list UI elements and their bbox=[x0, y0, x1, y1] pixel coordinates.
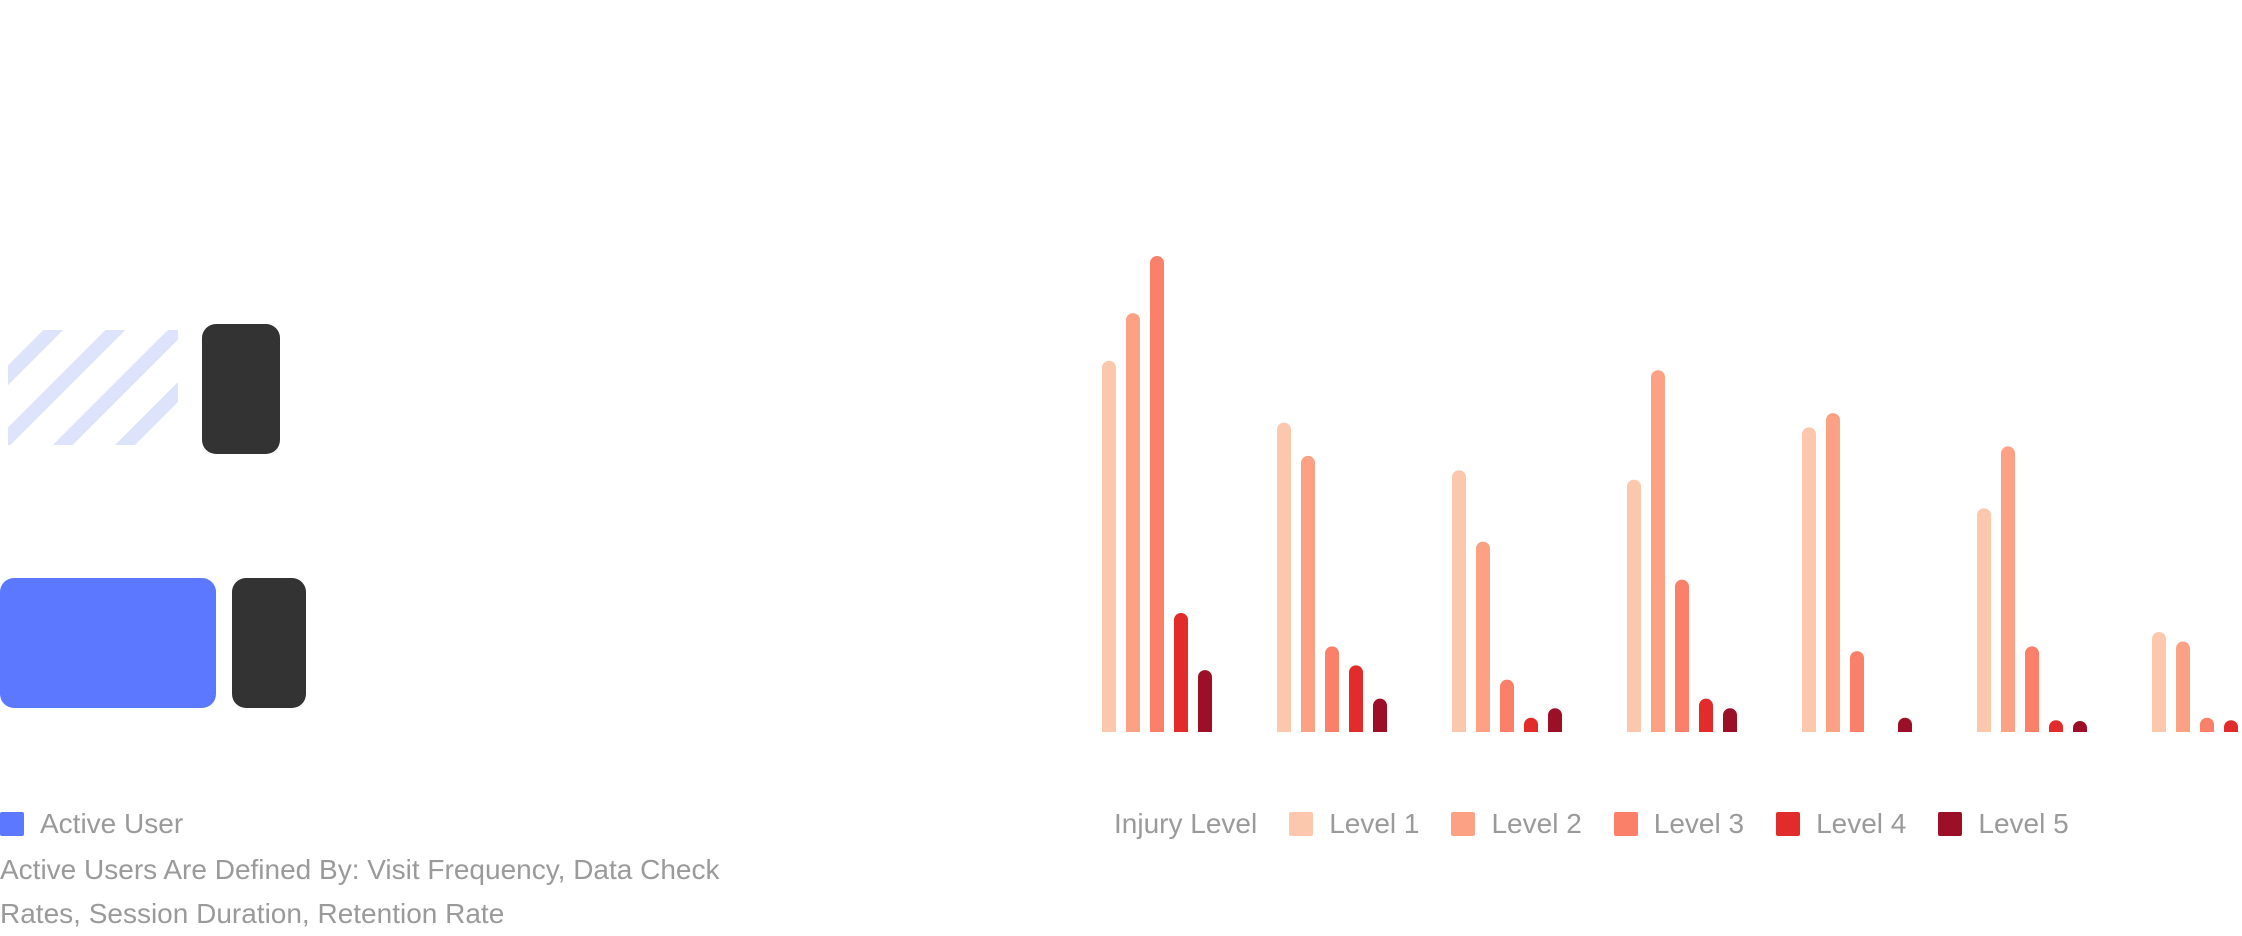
injury-bar-group-5-level-2 bbox=[1826, 413, 1840, 732]
injury-bar-group-7-level-3 bbox=[2200, 717, 2214, 732]
legend-swatch-level-2 bbox=[1451, 812, 1476, 836]
legend-item-level-2: Level 2 bbox=[1451, 808, 1582, 840]
legend-label-level-3: Level 3 bbox=[1653, 808, 1745, 839]
legend-item-level-5: Level 5 bbox=[1938, 808, 2069, 840]
injury-bar-group-7-level-4 bbox=[2224, 720, 2238, 732]
injury-bar-group-1-level-1 bbox=[1102, 360, 1116, 732]
legend-item-level-1: Level 1 bbox=[1289, 808, 1419, 840]
injury-bar-group-3-level-1 bbox=[1452, 470, 1466, 732]
injury-bar-group-5-level-3 bbox=[1850, 651, 1864, 732]
legend-swatch-level-3 bbox=[1613, 812, 1638, 836]
injury-bar-group-4-level-2 bbox=[1651, 370, 1665, 732]
injury-bar-group-6-level-1 bbox=[1977, 508, 1991, 732]
active-user-bar-1 bbox=[8, 330, 178, 445]
injury-bar-group-4-level-5 bbox=[1723, 708, 1737, 732]
injury-level-legend-title: Injury Level bbox=[1114, 808, 1258, 839]
injury-bar-group-2-level-5 bbox=[1373, 698, 1387, 732]
injury-bar-group-4-level-1 bbox=[1627, 479, 1641, 732]
injury-bar-group-1-level-3 bbox=[1150, 256, 1164, 732]
injury-bar-group-6-level-5 bbox=[2073, 721, 2087, 732]
injury-bar-group-4-level-4 bbox=[1699, 698, 1713, 732]
injury-level-bar-chart bbox=[1102, 256, 2238, 732]
injury-bar-group-7-level-1 bbox=[2152, 632, 2166, 732]
injury-bar-group-3-level-2 bbox=[1476, 541, 1490, 732]
injury-bar-group-2-level-3 bbox=[1325, 646, 1339, 732]
active-user-bar-chart bbox=[0, 324, 306, 708]
injury-bar-group-7-level-2 bbox=[2176, 641, 2190, 732]
active-user-value-tag-2 bbox=[232, 578, 306, 708]
legend-swatch-level-1 bbox=[1289, 812, 1314, 836]
legend-label-level-1: Level 1 bbox=[1329, 808, 1420, 839]
active-user-legend-label: Active User bbox=[40, 808, 184, 839]
injury-bar-group-1-level-5 bbox=[1198, 670, 1212, 732]
injury-bar-group-2-level-1 bbox=[1277, 422, 1291, 732]
injury-bar-group-6-level-2 bbox=[2001, 446, 2015, 732]
active-user-legend: Active User bbox=[0, 808, 183, 840]
injury-bar-group-1-level-4 bbox=[1174, 613, 1188, 732]
active-user-bar-2 bbox=[0, 578, 216, 708]
injury-bar-group-6-level-3 bbox=[2025, 646, 2039, 732]
active-user-legend-swatch bbox=[0, 812, 24, 836]
injury-bar-group-3-level-3 bbox=[1500, 679, 1514, 732]
injury-level-legend: Injury Level Level 1 Level 2 Level 3 Lev… bbox=[1114, 808, 2101, 840]
injury-bar-group-3-level-4 bbox=[1524, 717, 1538, 732]
legend-label-level-2: Level 2 bbox=[1491, 808, 1582, 839]
legend-item-level-3: Level 3 bbox=[1613, 808, 1745, 840]
legend-label-level-4: Level 4 bbox=[1816, 808, 1907, 839]
injury-bar-group-2-level-2 bbox=[1301, 455, 1315, 732]
injury-bar-group-6-level-4 bbox=[2049, 720, 2063, 732]
injury-bar-group-2-level-4 bbox=[1349, 665, 1363, 732]
legend-swatch-level-5 bbox=[1938, 812, 1963, 836]
injury-bar-group-5-level-5 bbox=[1898, 717, 1912, 732]
injury-bar-group-1-level-2 bbox=[1126, 313, 1140, 732]
active-user-value-tag-1 bbox=[202, 324, 280, 454]
injury-bar-group-5-level-1 bbox=[1802, 427, 1816, 732]
active-user-definition-note: Active Users Are Defined By: Visit Frequ… bbox=[0, 854, 720, 929]
legend-item-level-4: Level 4 bbox=[1776, 808, 1906, 840]
legend-label-level-5: Level 5 bbox=[1978, 808, 2069, 839]
injury-bar-group-4-level-3 bbox=[1675, 579, 1689, 732]
legend-swatch-level-4 bbox=[1776, 812, 1801, 836]
injury-bar-group-3-level-5 bbox=[1548, 708, 1562, 732]
